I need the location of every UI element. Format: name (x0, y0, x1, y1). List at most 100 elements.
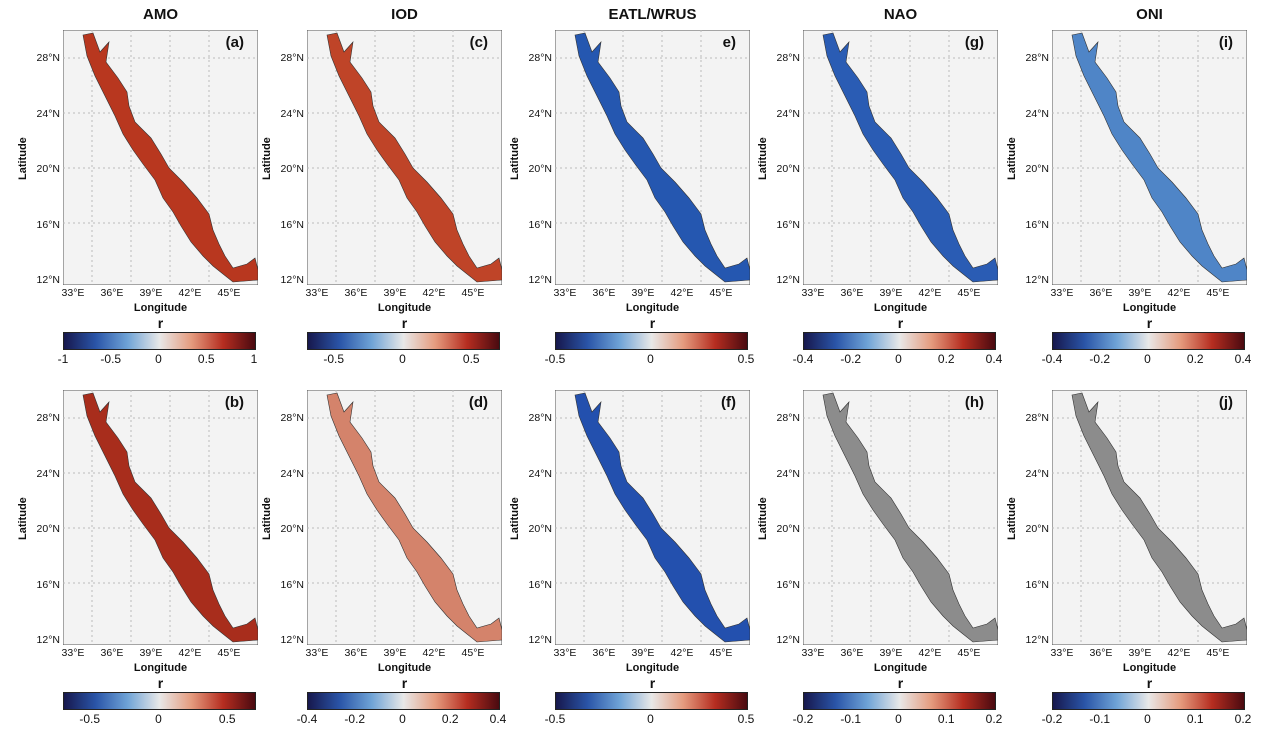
map-panel: (a) (63, 30, 258, 285)
colorbar-tick-label: 0.2 (1234, 712, 1252, 726)
colorbar (63, 332, 256, 350)
latitude-tick-label: 16°N (36, 578, 60, 591)
latitude-tick-label: 20°N (776, 163, 800, 175)
longitude-tick-label: 36°E (1089, 647, 1113, 659)
colorbar-tick-label: 0 (399, 712, 406, 726)
colorbar-tick-label: -0.5 (323, 352, 345, 366)
map-panel: (i) (1052, 30, 1247, 285)
latitude-tick-label: 28°N (528, 412, 552, 424)
colorbar-tick-label: 0 (647, 352, 654, 366)
map-area (1052, 30, 1247, 285)
latitude-tick-label: 24°N (36, 467, 60, 480)
latitude-tick-label: 12°N (280, 634, 304, 646)
x-axis-label: Longitude (625, 662, 680, 674)
colorbar-tick-label: -0.2 (1089, 352, 1111, 366)
x-axis-label: Longitude (1122, 662, 1177, 674)
map-area (63, 390, 258, 645)
latitude-tick-label: 28°N (36, 412, 60, 424)
colorbar-title: r (649, 675, 656, 691)
colorbar-title: r (897, 315, 904, 331)
y-axis-label: Latitude (1006, 136, 1018, 180)
longitude-tick-label: 42°E (1167, 647, 1191, 659)
longitude-tick-label: 33°E (1050, 287, 1074, 299)
map-panel: (g) (803, 30, 998, 285)
longitude-tick-label: 45°E (217, 287, 241, 299)
latitude-tick-label: 24°N (1025, 467, 1049, 480)
red-sea-correlation-field (574, 32, 750, 283)
colorbar-title: r (649, 315, 656, 331)
longitude-tick-label: 33°E (553, 287, 577, 299)
latitude-tick-label: 28°N (1025, 52, 1049, 64)
latitude-tick-label: 16°N (280, 218, 304, 231)
colorbar-tick-label: 0.2 (1186, 352, 1204, 366)
colorbar-tick-label: 0.2 (937, 352, 955, 366)
longitude-tick-label: 33°E (61, 647, 85, 659)
longitude-tick-label: 39°E (1128, 287, 1152, 299)
colorbar-tick-label: -0.1 (840, 712, 862, 726)
colorbar-tick-label: 0 (1144, 712, 1151, 726)
colorbar-tick-label: -1 (57, 352, 69, 366)
colorbar (803, 332, 996, 350)
colorbar-tick-label: 0 (399, 352, 406, 366)
longitude-tick-label: 36°E (344, 647, 368, 659)
longitude-tick-label: 36°E (1089, 287, 1113, 299)
colorbar (1052, 332, 1245, 350)
x-axis-label: Longitude (873, 302, 928, 314)
longitude-tick-label: 42°E (178, 647, 202, 659)
latitude-tick-label: 24°N (36, 107, 60, 120)
longitude-tick-label: 36°E (100, 647, 124, 659)
colorbar-tick-label: -0.2 (840, 352, 862, 366)
map-area (63, 30, 258, 285)
x-axis-label: Longitude (625, 302, 680, 314)
latitude-tick-label: 12°N (1025, 274, 1049, 286)
latitude-tick-label: 20°N (528, 523, 552, 535)
longitude-tick-label: 39°E (383, 287, 407, 299)
colorbar-tick-label: -0.2 (792, 712, 814, 726)
latitude-tick-label: 16°N (776, 218, 800, 231)
colorbar-tick-label: 0.5 (197, 352, 215, 366)
panel-label: (d) (468, 394, 488, 411)
latitude-tick-label: 16°N (280, 578, 304, 591)
latitude-tick-label: 20°N (528, 163, 552, 175)
latitude-tick-label: 24°N (528, 107, 552, 120)
latitude-tick-label: 16°N (36, 218, 60, 231)
map-area (555, 390, 750, 645)
longitude-tick-label: 42°E (918, 647, 942, 659)
map-area (307, 390, 502, 645)
colorbar-tick-label: -0.5 (544, 352, 566, 366)
map-area (555, 30, 750, 285)
colorbar-tick-label: -0.1 (1089, 712, 1111, 726)
latitude-tick-label: 28°N (776, 52, 800, 64)
longitude-tick-label: 39°E (139, 287, 163, 299)
colorbar-tick-label: 0 (647, 712, 654, 726)
colorbar-tick-label: 0.1 (1186, 712, 1204, 726)
latitude-tick-label: 16°N (528, 578, 552, 591)
latitude-tick-label: 24°N (280, 107, 304, 120)
longitude-tick-label: 42°E (918, 287, 942, 299)
latitude-tick-label: 28°N (528, 52, 552, 64)
latitude-tick-label: 12°N (528, 634, 552, 646)
map-area (803, 30, 998, 285)
colorbar-title: r (157, 675, 164, 691)
colorbar-tick-label: 0.4 (1234, 352, 1252, 366)
y-axis-label: Latitude (509, 496, 521, 540)
colorbar-tick-label: -0.2 (1041, 712, 1063, 726)
longitude-tick-label: 33°E (801, 647, 825, 659)
latitude-tick-label: 12°N (36, 274, 60, 286)
latitude-tick-label: 28°N (1025, 412, 1049, 424)
longitude-tick-label: 33°E (305, 647, 329, 659)
colorbar-tick-label: -0.5 (100, 352, 122, 366)
longitude-tick-label: 45°E (957, 647, 981, 659)
longitude-tick-label: 33°E (305, 287, 329, 299)
y-axis-label: Latitude (509, 136, 521, 180)
longitude-tick-label: 36°E (100, 287, 124, 299)
column-title: IOD (391, 6, 418, 23)
latitude-tick-label: 24°N (776, 107, 800, 120)
y-axis-label: Latitude (1006, 496, 1018, 540)
longitude-tick-label: 39°E (1128, 647, 1152, 659)
longitude-tick-label: 39°E (879, 647, 903, 659)
latitude-tick-label: 28°N (280, 412, 304, 424)
longitude-tick-label: 36°E (840, 647, 864, 659)
longitude-tick-label: 42°E (422, 287, 446, 299)
latitude-tick-label: 28°N (280, 52, 304, 64)
